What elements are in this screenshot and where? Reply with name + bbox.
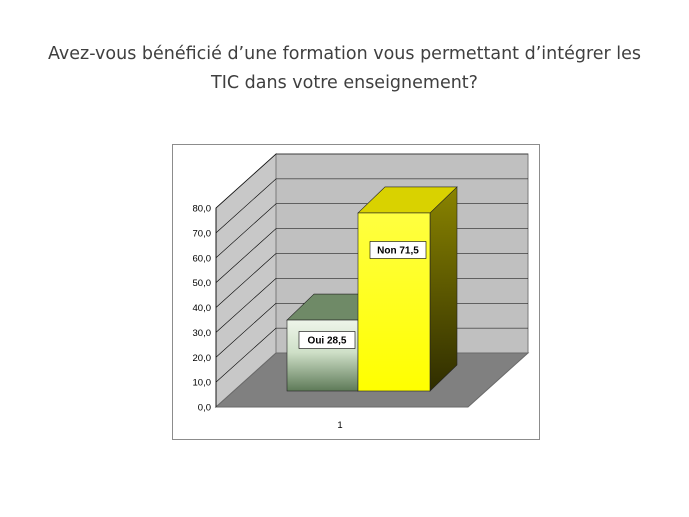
y-tick-label: 10,0	[193, 378, 212, 389]
bar-non	[357, 186, 458, 392]
y-tick-label: 70,0	[193, 228, 212, 239]
data-label-non-box	[369, 241, 427, 259]
x-tick-label: 1	[337, 420, 342, 431]
y-tick-label: 20,0	[193, 353, 212, 364]
y-tick-label: 40,0	[193, 303, 212, 314]
title-line-1: Avez-vous bénéficié d’une formation vous…	[47, 44, 642, 64]
slide-title: Avez-vous bénéficié d’une formation vous…	[30, 40, 659, 98]
data-label-oui-box	[298, 331, 356, 349]
y-tick-label: 60,0	[193, 253, 212, 264]
y-tick-label: 30,0	[193, 328, 212, 339]
data-label-oui: Oui 28,5	[308, 336, 347, 347]
data-label-non: Non 71,5	[377, 246, 419, 257]
gridline	[215, 153, 528, 209]
y-tick-label: 0,0	[198, 403, 211, 414]
y-tick-label: 80,0	[193, 204, 212, 215]
title-line-2: TIC dans votre enseignement?	[211, 73, 478, 93]
y-tick-label: 50,0	[193, 278, 212, 289]
gridline	[215, 178, 528, 234]
